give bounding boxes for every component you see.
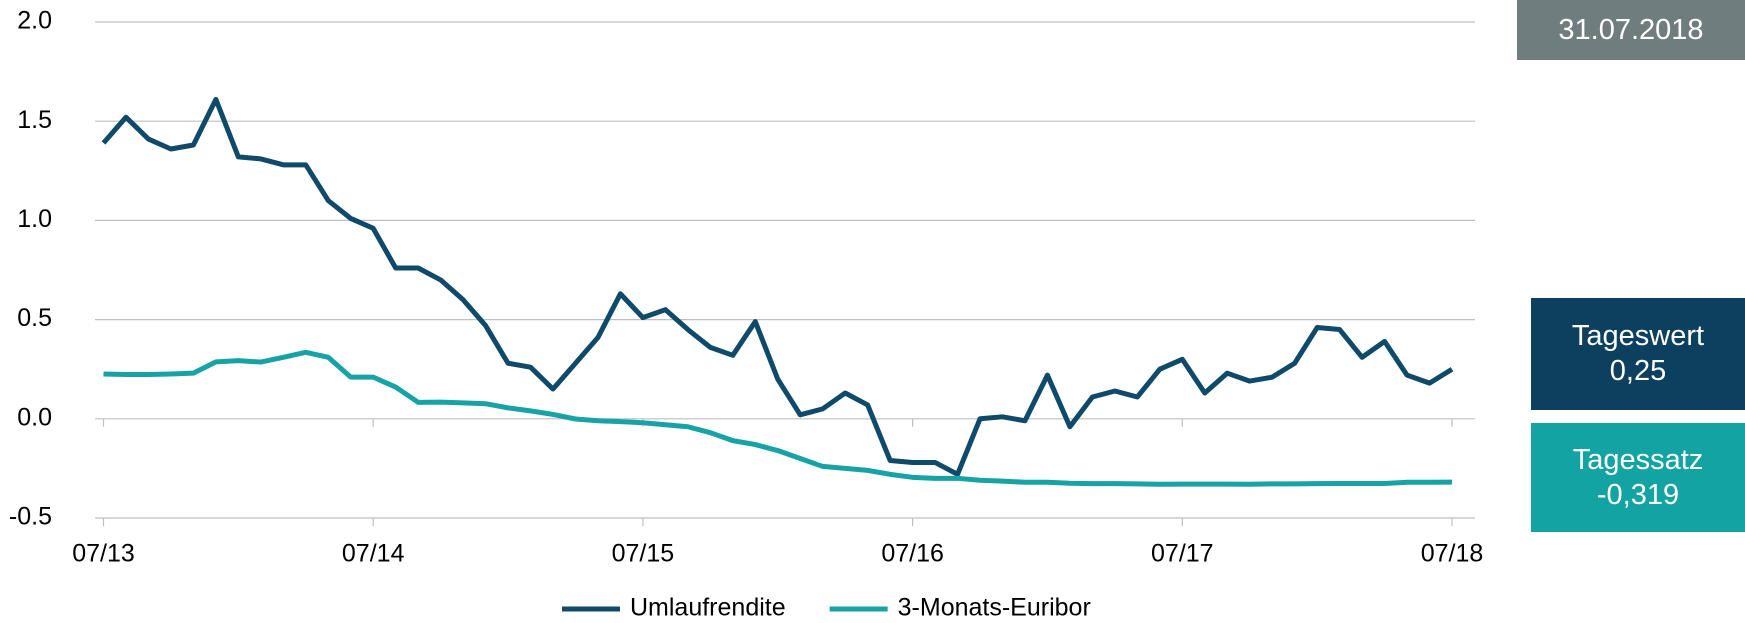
x-tick-label: 07/17 bbox=[1151, 540, 1214, 568]
y-tick-label: 1.0 bbox=[17, 205, 52, 233]
y-tick-label: 2.0 bbox=[17, 7, 52, 35]
y-tick-label: 0.0 bbox=[17, 403, 52, 431]
line-series bbox=[101, 96, 1454, 477]
y-tick-label: 0.5 bbox=[17, 304, 52, 332]
x-tick-label: 07/16 bbox=[881, 540, 944, 568]
x-tick-label: 07/14 bbox=[342, 540, 405, 568]
y-tick-label: -0.5 bbox=[9, 503, 52, 531]
annotation-value: -0,319 bbox=[1596, 478, 1680, 511]
legend-label: Umlaufrendite bbox=[630, 594, 786, 622]
annotation-text: Tageswert bbox=[1571, 320, 1705, 353]
annotation-box: Tageswert 0,25 bbox=[1531, 298, 1745, 410]
date-box: 31.07.2018 bbox=[1517, 0, 1745, 60]
y-tick-label: 1.5 bbox=[17, 106, 52, 134]
line-series bbox=[103, 349, 1453, 487]
annotation-value: 0,25 bbox=[1609, 355, 1667, 387]
date-label: 31.07.2018 bbox=[1558, 13, 1704, 46]
annotation-box: Tagessatz -0,319 bbox=[1531, 423, 1745, 532]
x-tick-label: 07/18 bbox=[1421, 540, 1484, 568]
x-tick-label: 07/15 bbox=[612, 540, 675, 568]
x-tick-label: 07/13 bbox=[72, 540, 135, 568]
annotation-text: Tagessatz bbox=[1572, 443, 1704, 476]
legend-label: 3-Monats-Euribor bbox=[898, 594, 1091, 622]
